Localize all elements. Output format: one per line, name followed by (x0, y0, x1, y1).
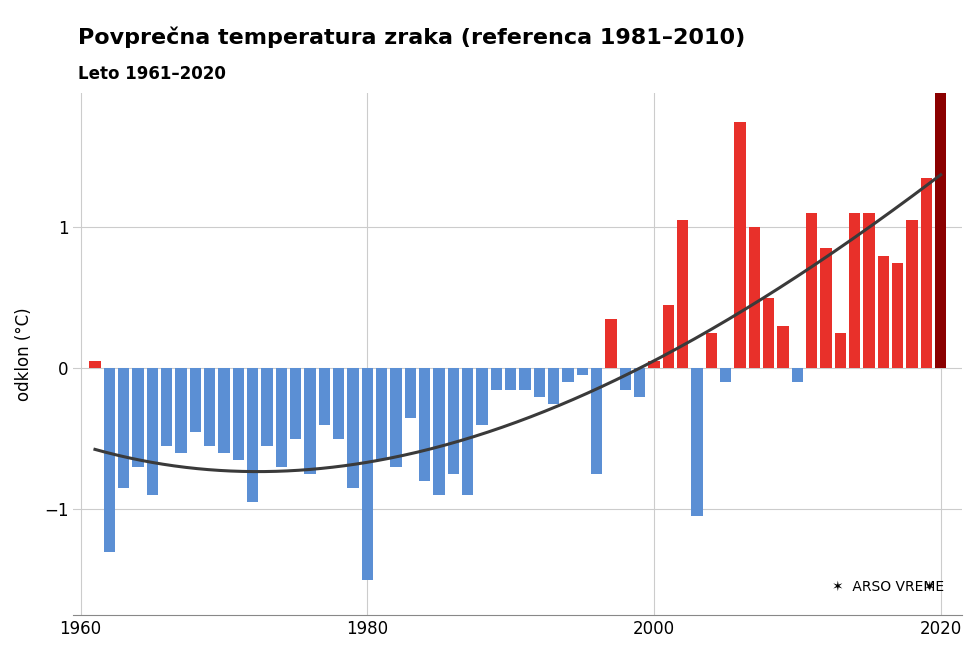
Bar (262, 368, 272, 446)
Text: Leto 1961–2020: Leto 1961–2020 (78, 65, 226, 84)
Bar (519, 368, 531, 389)
Bar (418, 368, 430, 481)
Bar (749, 227, 760, 368)
Bar (634, 368, 646, 396)
Bar (161, 368, 172, 446)
Bar (706, 333, 717, 368)
Bar (219, 368, 229, 453)
Bar (333, 368, 344, 439)
Bar (491, 368, 502, 389)
Bar (118, 368, 129, 488)
Bar (462, 368, 473, 495)
Bar (649, 361, 660, 368)
Bar (89, 361, 101, 368)
Bar (548, 368, 560, 404)
Bar (376, 368, 387, 460)
Bar (318, 368, 330, 424)
Bar (835, 333, 846, 368)
Bar (792, 368, 804, 383)
Bar (734, 121, 746, 368)
Bar (505, 368, 516, 389)
Bar (806, 214, 817, 368)
Text: Povprečna temperatura zraka (referenca 1981–2010): Povprečna temperatura zraka (referenca 1… (78, 26, 746, 48)
Bar (204, 368, 216, 446)
Bar (189, 368, 201, 432)
Bar (362, 368, 373, 580)
Bar (104, 368, 115, 552)
Bar (175, 368, 187, 453)
Bar (433, 368, 445, 495)
Bar (448, 368, 459, 474)
Bar (476, 368, 488, 424)
Bar (892, 263, 904, 368)
Bar (920, 178, 932, 368)
Bar (906, 220, 918, 368)
Bar (247, 368, 259, 502)
Bar (691, 368, 703, 517)
Bar (662, 305, 674, 368)
Bar (534, 368, 545, 396)
Bar (606, 319, 616, 368)
Bar (935, 86, 947, 368)
Bar (777, 326, 789, 368)
Bar (390, 368, 402, 467)
Bar (863, 214, 875, 368)
Bar (878, 255, 889, 368)
Bar (275, 368, 287, 467)
Bar (347, 368, 359, 488)
Bar (591, 368, 603, 474)
Bar (849, 214, 860, 368)
Bar (619, 368, 631, 389)
Bar (820, 249, 832, 368)
Y-axis label: odklon (°C): odklon (°C) (15, 308, 33, 401)
Bar (147, 368, 158, 495)
Text: ✶: ✶ (924, 581, 945, 594)
Bar (576, 368, 588, 375)
Bar (763, 298, 774, 368)
Bar (563, 368, 573, 383)
Bar (677, 220, 688, 368)
Text: ✶  ARSO VREME: ✶ ARSO VREME (832, 581, 945, 594)
Bar (290, 368, 302, 439)
Bar (720, 368, 731, 383)
Bar (132, 368, 144, 467)
Bar (304, 368, 316, 474)
Bar (405, 368, 416, 418)
Bar (232, 368, 244, 460)
